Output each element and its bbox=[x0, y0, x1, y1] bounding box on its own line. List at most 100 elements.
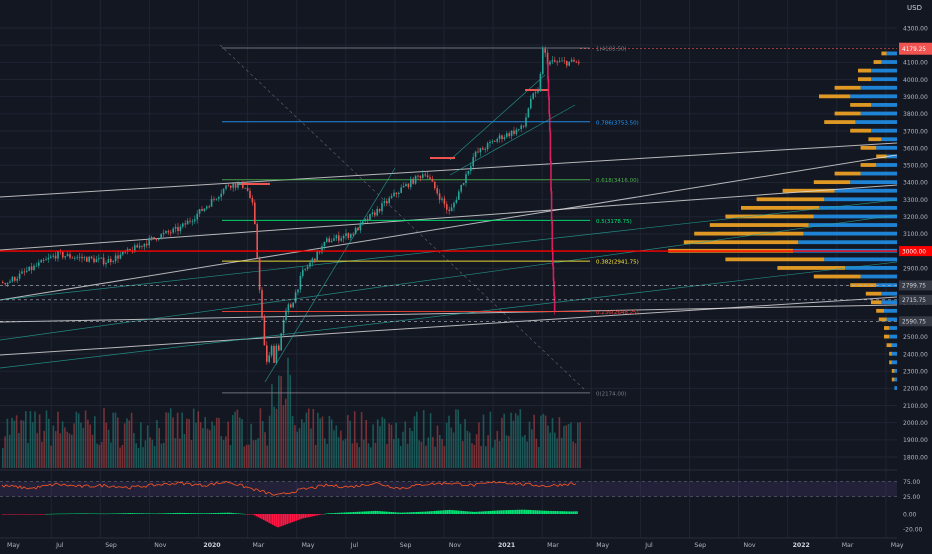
trend-line bbox=[0, 261, 898, 369]
vp-bar-down bbox=[881, 51, 887, 56]
candle-body bbox=[95, 259, 98, 263]
vp-bar-up bbox=[876, 163, 897, 167]
histogram-bar bbox=[250, 514, 252, 515]
volume-bars bbox=[2, 357, 581, 468]
volume-bar bbox=[303, 422, 305, 468]
vp-bar-up bbox=[886, 154, 897, 159]
candle-body bbox=[230, 185, 232, 188]
vp-bar-up bbox=[884, 308, 897, 313]
vp-bar-down bbox=[889, 351, 892, 356]
price-axis-panel bbox=[898, 0, 932, 550]
volume-bar bbox=[271, 384, 273, 468]
vp-bar-up bbox=[881, 291, 897, 296]
candle-body bbox=[50, 256, 52, 258]
vp-bar-up bbox=[798, 240, 897, 245]
candle-body bbox=[182, 223, 184, 227]
price-tick-label: 3700.00 bbox=[903, 128, 928, 135]
histogram-bar bbox=[516, 509, 519, 514]
histogram-bar bbox=[7, 514, 9, 515]
histogram-bar bbox=[329, 513, 332, 514]
volume-bar bbox=[462, 441, 464, 468]
vp-bar-down bbox=[824, 120, 856, 124]
histogram-bar bbox=[92, 513, 94, 515]
histogram-bar bbox=[93, 513, 96, 515]
histogram-bar bbox=[563, 511, 566, 514]
candle-body bbox=[491, 141, 494, 142]
candle-body bbox=[398, 192, 400, 194]
volume-bar bbox=[494, 439, 496, 468]
histogram-bar bbox=[461, 510, 463, 514]
histogram-bar bbox=[286, 514, 288, 525]
histogram-bar bbox=[450, 509, 452, 514]
histogram-bar bbox=[263, 514, 265, 521]
histogram-bar bbox=[371, 511, 373, 514]
histogram-bar bbox=[239, 513, 242, 515]
candle-body bbox=[174, 226, 177, 229]
histogram-bar bbox=[45, 513, 47, 515]
histogram-bar bbox=[390, 511, 393, 514]
vp-bar-up bbox=[876, 283, 897, 287]
candle-body bbox=[470, 166, 472, 171]
volume-bar bbox=[87, 419, 89, 468]
vp-bar-up bbox=[871, 103, 897, 107]
candle-body bbox=[285, 310, 287, 320]
histogram-bar bbox=[237, 513, 240, 514]
histogram-bar bbox=[300, 514, 303, 519]
candle-body bbox=[93, 258, 95, 263]
volume-bar bbox=[181, 412, 183, 468]
histogram-bar bbox=[255, 514, 258, 517]
volume-bar bbox=[252, 440, 255, 468]
candle-body bbox=[162, 232, 165, 235]
candle-body bbox=[359, 222, 362, 231]
volume-bar bbox=[45, 410, 48, 468]
candle-body bbox=[45, 259, 47, 261]
candle-body bbox=[489, 141, 491, 144]
volume-bar bbox=[397, 438, 400, 468]
candle-body bbox=[436, 188, 438, 194]
histogram-bar bbox=[117, 513, 119, 514]
time-tick-label: May bbox=[596, 542, 609, 549]
vp-bar-down bbox=[878, 317, 887, 322]
histogram-bar bbox=[115, 513, 117, 514]
candle-body bbox=[479, 148, 482, 153]
candle-body bbox=[38, 262, 40, 266]
vp-bar-down bbox=[884, 326, 890, 330]
volume-bar bbox=[501, 417, 503, 468]
histogram-bar bbox=[549, 510, 551, 514]
volume-bar bbox=[130, 412, 133, 468]
histogram-bar bbox=[493, 510, 495, 514]
volume-bar bbox=[567, 423, 570, 468]
candle-body bbox=[532, 93, 534, 99]
histogram-bar bbox=[196, 513, 198, 514]
histogram-bar bbox=[518, 509, 521, 514]
histogram-bar bbox=[290, 514, 292, 523]
candle-body bbox=[333, 238, 335, 241]
histogram-bar bbox=[515, 509, 517, 514]
volume-bar bbox=[402, 431, 404, 468]
fib-level-label: 1(4183.50) bbox=[596, 46, 627, 52]
histogram-bar bbox=[547, 510, 549, 514]
candle-body bbox=[547, 79, 550, 97]
volume-bar bbox=[542, 413, 545, 468]
histogram-bar bbox=[144, 513, 146, 514]
volume-bar bbox=[508, 436, 510, 468]
candle-body bbox=[210, 198, 213, 207]
histogram-bar bbox=[39, 514, 42, 515]
candle-body bbox=[484, 149, 486, 150]
histogram-bar bbox=[137, 513, 139, 514]
histogram-bar bbox=[214, 513, 216, 514]
histogram-bar bbox=[484, 511, 486, 514]
candle-body bbox=[69, 254, 71, 258]
volume-bar bbox=[482, 414, 485, 468]
histogram-bar bbox=[90, 513, 92, 514]
histogram-bar bbox=[354, 511, 357, 514]
level-tag-label: 2799.75 bbox=[902, 284, 926, 290]
candle-body bbox=[282, 319, 285, 334]
histogram-bar bbox=[394, 512, 396, 514]
histogram-bar bbox=[11, 514, 13, 515]
histogram-bar bbox=[336, 512, 339, 514]
candle-body bbox=[501, 135, 503, 140]
histogram-bar bbox=[99, 513, 101, 515]
volume-bar bbox=[353, 411, 356, 468]
